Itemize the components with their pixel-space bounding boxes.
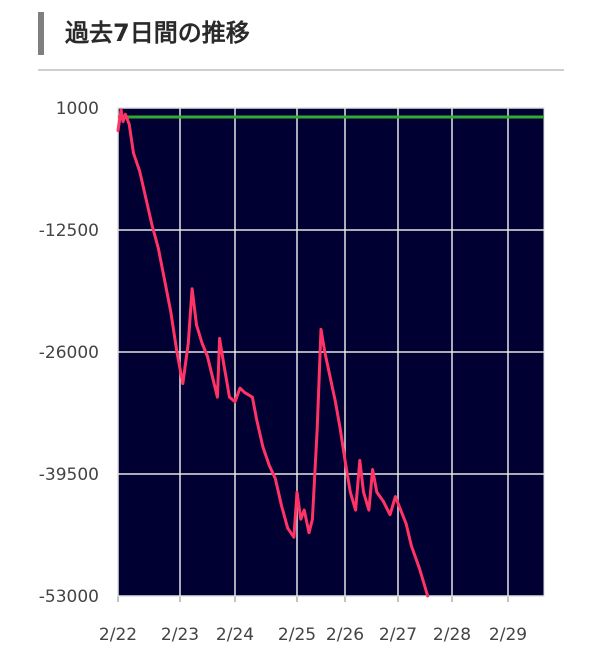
y-tick-label: -12500 (39, 221, 99, 241)
x-tick-label: 2/27 (379, 625, 417, 645)
y-tick-label: -26000 (39, 343, 99, 363)
x-tick-label: 2/24 (216, 625, 254, 645)
y-tick-label: -53000 (39, 587, 99, 607)
x-tick-label: 2/22 (99, 625, 137, 645)
x-tick-label: 2/29 (489, 625, 527, 645)
x-tick-label: 2/23 (161, 625, 199, 645)
series-line (116, 108, 430, 598)
page-title: 過去7日間の推移 (65, 19, 250, 47)
section-header: 過去7日間の推移 (38, 12, 564, 71)
plot-border (117, 107, 545, 597)
y-tick-label: 1000 (56, 99, 99, 119)
y-tick-label: -39500 (39, 465, 99, 485)
x-tick-label: 2/28 (433, 625, 471, 645)
header-accent-bar (38, 12, 44, 55)
x-tick-label: 2/26 (326, 625, 364, 645)
x-tick-label: 2/25 (278, 625, 316, 645)
